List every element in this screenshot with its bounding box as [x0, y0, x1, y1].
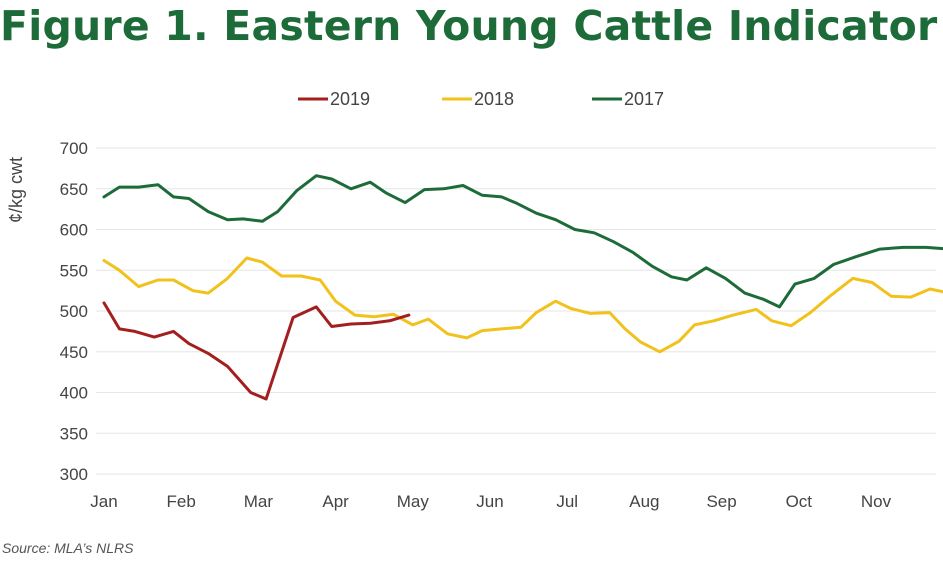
x-tick-label: Jan: [90, 492, 117, 511]
x-tick-label: Jul: [556, 492, 578, 511]
y-tick-label: 700: [60, 139, 88, 158]
y-tick-label: 300: [60, 465, 88, 484]
y-tick-label: 350: [60, 424, 88, 443]
y-tick-label: 450: [60, 343, 88, 362]
x-tick-label: May: [397, 492, 430, 511]
x-tick-label: Apr: [322, 492, 349, 511]
gridlines: [96, 147, 936, 475]
legend-label-2018: 2018: [474, 89, 514, 109]
x-tick-label: Jun: [476, 492, 503, 511]
legend-label-2019: 2019: [330, 89, 370, 109]
x-tick-label: Sep: [706, 492, 736, 511]
y-tick-label: 550: [60, 261, 88, 280]
series-line-2018: [102, 256, 943, 354]
series-line-2019: [102, 301, 411, 401]
x-tick-labels: Jan Feb Mar Apr May Jun Jul Aug Sep Oct Nov: [90, 492, 891, 511]
x-tick-label: Aug: [629, 492, 659, 511]
y-tick-label: 600: [60, 221, 88, 240]
y-tick-label: 650: [60, 180, 88, 199]
y-tick-label: 500: [60, 302, 88, 321]
x-tick-label: Nov: [861, 492, 892, 511]
chart-title: Figure 1. Eastern Young Cattle Indicator: [0, 2, 938, 50]
x-tick-label: Feb: [167, 492, 196, 511]
legend: 2019 2018 2017: [298, 89, 664, 109]
legend-label-2017: 2017: [624, 89, 664, 109]
x-tick-label: Mar: [244, 492, 274, 511]
y-axis-label: ¢/kg cwt: [6, 157, 26, 223]
series-lines: [102, 174, 943, 401]
y-tick-labels: 300 350 400 450 500 550 600 650 700: [60, 139, 88, 484]
series-line-2017: [102, 174, 943, 309]
x-tick-label: Oct: [786, 492, 813, 511]
y-tick-label: 400: [60, 384, 88, 403]
source-note: Source: MLA’s NLRS: [2, 540, 134, 556]
